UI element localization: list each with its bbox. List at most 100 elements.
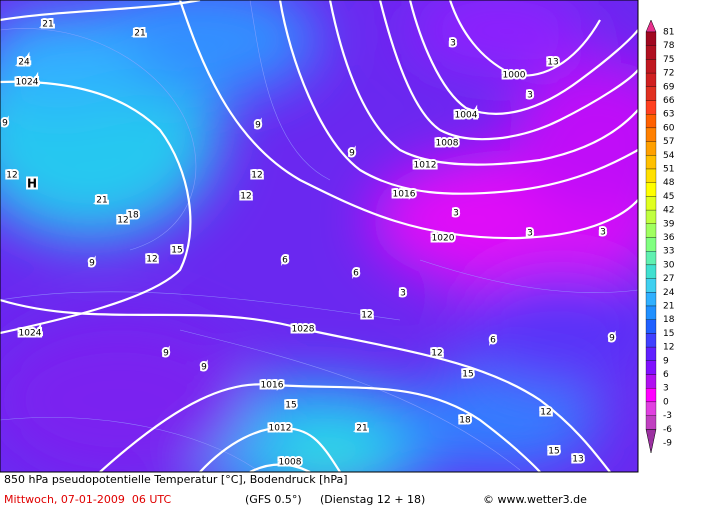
temperature-label: 21 (42, 20, 53, 30)
legend-swatch (645, 401, 657, 416)
temperature-label: 12 (240, 192, 251, 202)
legend-swatch (645, 127, 657, 142)
temperature-label: 21 (134, 29, 145, 39)
legend-swatch (645, 237, 657, 252)
legend-label: 69 (663, 82, 675, 92)
legend-swatch (645, 86, 657, 101)
legend-swatch (645, 278, 657, 293)
temperature-label: 6 (282, 256, 288, 266)
legend-label: 81 (663, 28, 674, 38)
legend-label: 60 (663, 123, 675, 133)
legend-label: 72 (663, 69, 674, 79)
temperature-label: 3 (453, 209, 459, 219)
legend-swatch (645, 114, 657, 129)
temperature-label: 3 (527, 91, 533, 101)
pressure-label: 1020 (432, 234, 455, 244)
legend-swatch (645, 319, 657, 334)
legend-label: 57 (663, 137, 674, 147)
legend-arrow (645, 19, 657, 33)
run: (Dienstag 12 + 18) (320, 493, 425, 506)
pressure-label: 1024 (19, 329, 42, 339)
legend-label: 27 (663, 274, 674, 284)
temperature-label: 12 (431, 349, 442, 359)
legend-swatch (645, 264, 657, 279)
legend-swatch (645, 59, 657, 74)
legend-label: 48 (663, 178, 675, 188)
legend-swatch (645, 333, 657, 348)
legend-label: 63 (663, 110, 674, 120)
temperature-label: 21 (356, 424, 367, 434)
date: Mittwoch, 07-01-2009 06 UTC (4, 493, 171, 506)
temperature-label: 12 (251, 171, 262, 181)
legend-swatch (645, 292, 657, 307)
legend-label: 39 (663, 219, 675, 229)
temperature-label: 13 (572, 455, 583, 465)
legend-label: 33 (663, 247, 674, 257)
legend-swatch (645, 168, 657, 183)
pressure-label: 1024 (16, 78, 39, 88)
temperature-label: 9 (163, 349, 169, 359)
legend-label: -6 (663, 425, 672, 435)
legend-swatch (645, 374, 657, 389)
legend-label: 75 (663, 55, 674, 65)
legend-swatch (645, 360, 657, 375)
legend-swatch (645, 182, 657, 197)
legend-label: 0 (663, 397, 669, 407)
model: (GFS 0.5°) (245, 493, 302, 506)
legend-swatch (645, 223, 657, 238)
temperature-label: 13 (547, 58, 558, 68)
temperature-label: 3 (400, 289, 406, 299)
temperature-label: 6 (490, 336, 496, 346)
legend-label: 15 (663, 329, 674, 339)
temperature-label: 15 (462, 370, 473, 380)
legend-swatch (645, 346, 657, 361)
temperature-label: 9 (609, 334, 615, 344)
legend-swatch (645, 141, 657, 156)
temperature-label: 12 (6, 171, 17, 181)
temperature-label: 3 (600, 228, 606, 238)
title: 850 hPa pseudopotentielle Temperatur [°C… (4, 473, 348, 486)
legend-label: 42 (663, 206, 674, 216)
pressure-label: 1008 (436, 139, 459, 149)
legend-label: 45 (663, 192, 674, 202)
legend-swatch (645, 305, 657, 320)
legend-label: 9 (663, 356, 669, 366)
temperature-label: 12 (117, 216, 128, 226)
pressure-label: 1012 (269, 424, 292, 434)
legend-swatch (645, 209, 657, 224)
temperature-label: 15 (171, 246, 182, 256)
temperature-label: 9 (89, 259, 95, 269)
temperature-label: 3 (450, 39, 456, 49)
temperature-label: 18 (127, 211, 139, 221)
temperature-label: 9 (349, 149, 355, 159)
temperature-label: 9 (201, 363, 207, 373)
legend-label: 3 (663, 384, 669, 394)
temperature-label: 12 (361, 311, 372, 321)
temperature-label: 15 (548, 447, 559, 457)
legend-swatch (645, 251, 657, 266)
pressure-label: 1008 (279, 458, 302, 468)
temperature-label: 24 (18, 58, 30, 68)
temperature-label: 12 (146, 255, 157, 265)
temperature-label: 15 (285, 401, 296, 411)
legend-label: 12 (663, 343, 674, 353)
legend-swatch (645, 72, 657, 87)
legend-swatch (645, 388, 657, 403)
legend-swatch (645, 155, 657, 170)
temperature-label: 9 (2, 119, 8, 129)
pressure-label: 1016 (261, 381, 284, 391)
temperature-label: 3 (527, 229, 533, 239)
temperature-label: 6 (353, 269, 359, 279)
temperature-label: 18 (459, 416, 471, 426)
legend-label: 54 (663, 151, 675, 161)
high-label: H (27, 177, 37, 191)
temperature-label: 9 (255, 121, 261, 131)
legend-swatch (645, 31, 657, 46)
pressure-label: 1012 (414, 161, 437, 171)
temperature-label: 21 (96, 196, 107, 206)
pressure-label: 1016 (393, 190, 416, 200)
credit: © www.wetter3.de (483, 493, 587, 506)
temperature-label: 12 (540, 408, 551, 418)
